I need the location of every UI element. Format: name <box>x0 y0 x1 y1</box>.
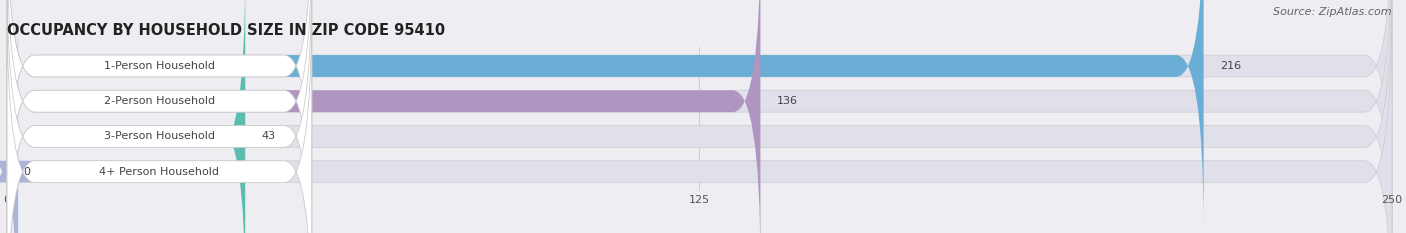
FancyBboxPatch shape <box>7 0 1392 233</box>
FancyBboxPatch shape <box>7 7 1392 233</box>
FancyBboxPatch shape <box>7 0 245 233</box>
Text: 43: 43 <box>262 131 276 141</box>
Text: 4+ Person Household: 4+ Person Household <box>100 167 219 177</box>
Text: 3-Person Household: 3-Person Household <box>104 131 215 141</box>
FancyBboxPatch shape <box>7 0 312 231</box>
Text: 1-Person Household: 1-Person Household <box>104 61 215 71</box>
FancyBboxPatch shape <box>0 7 35 233</box>
FancyBboxPatch shape <box>7 0 1204 231</box>
Text: 0: 0 <box>24 167 31 177</box>
FancyBboxPatch shape <box>7 0 1392 231</box>
FancyBboxPatch shape <box>7 0 312 233</box>
Text: 2-Person Household: 2-Person Household <box>104 96 215 106</box>
Text: 136: 136 <box>778 96 799 106</box>
FancyBboxPatch shape <box>7 7 312 233</box>
FancyBboxPatch shape <box>7 0 1392 233</box>
Text: 216: 216 <box>1220 61 1241 71</box>
Text: OCCUPANCY BY HOUSEHOLD SIZE IN ZIP CODE 95410: OCCUPANCY BY HOUSEHOLD SIZE IN ZIP CODE … <box>7 24 446 38</box>
Text: Source: ZipAtlas.com: Source: ZipAtlas.com <box>1274 7 1392 17</box>
FancyBboxPatch shape <box>7 0 761 233</box>
FancyBboxPatch shape <box>7 0 312 233</box>
